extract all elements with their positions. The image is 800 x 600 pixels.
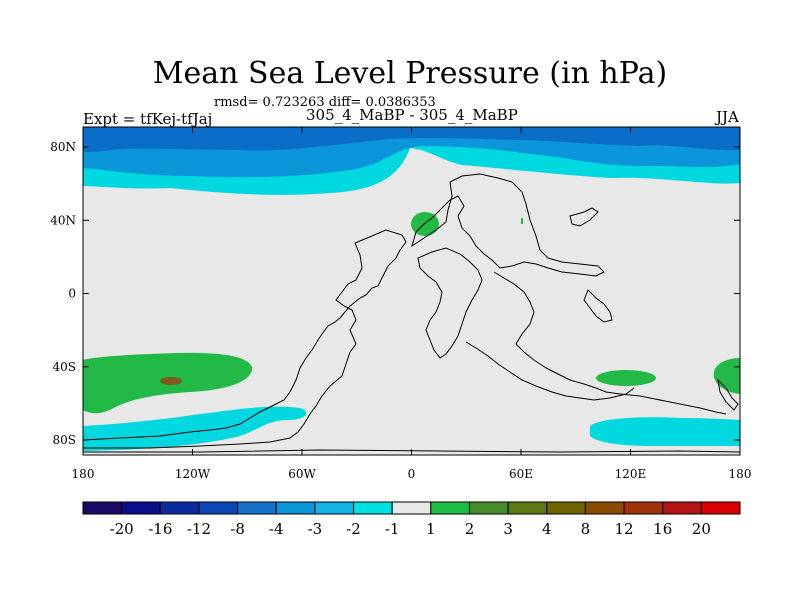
antarctic-cyan-east — [590, 417, 740, 446]
colorbar-box — [468, 501, 509, 515]
colorbar-label: -16 — [148, 520, 172, 538]
colorbar-box — [546, 501, 586, 515]
colorbar-label: -2 — [346, 520, 361, 538]
colorbar-label: 20 — [692, 520, 711, 538]
coastline-southeast-asia — [493, 271, 727, 415]
colorbar-label: 12 — [615, 520, 634, 538]
colorbar-label: 16 — [653, 520, 672, 538]
lat-label: 40S — [53, 360, 77, 374]
olive-core-south-pacific — [160, 377, 182, 385]
colorbar-label: 4 — [542, 520, 552, 538]
lat-label: 0 — [68, 287, 76, 301]
map-plot-area — [83, 127, 740, 455]
coastline-africa — [417, 247, 483, 359]
longitude-axis: 180 120W 60W 0 60E 120E 180 — [72, 467, 752, 481]
lon-label: 120W — [175, 467, 211, 481]
map-subtitle: 305_4_MaBP - 305_4_MaBP — [306, 106, 518, 124]
colorbar-label: -3 — [308, 520, 323, 538]
green-region-east-edge — [713, 358, 740, 394]
coastline-eurasia — [411, 173, 605, 277]
lon-label: 120E — [615, 467, 647, 481]
coastline-antarctica — [83, 449, 740, 453]
season-label: JJA — [716, 108, 739, 126]
colorbar-label: -8 — [230, 520, 245, 538]
lat-label: 80N — [50, 140, 76, 154]
colorbar-box — [314, 501, 355, 515]
colorbar-box — [662, 501, 702, 515]
colorbar-box — [700, 501, 741, 515]
colorbar-label: -4 — [269, 520, 284, 538]
coastline-islands — [569, 207, 739, 411]
map-title: Mean Sea Level Pressure (in hPa) — [152, 56, 668, 91]
colorbar-box — [159, 501, 200, 515]
coastline-americas-inner — [83, 242, 363, 449]
colorbar-box — [121, 501, 161, 515]
colorbar-box — [237, 501, 277, 515]
colorbar-label: 8 — [581, 520, 591, 538]
colorbar-box — [275, 501, 316, 515]
lon-label: 180 — [729, 467, 752, 481]
colorbar-box — [82, 501, 123, 515]
colorbar-box — [430, 501, 470, 515]
colorbar-labels: -20 -16 -12 -8 -4 -3 -2 -1 1 2 3 4 8 12 16 20 — [110, 520, 711, 538]
coastline-australia — [465, 341, 635, 401]
arctic-dark-blue-region — [83, 127, 740, 152]
colorbar — [82, 501, 741, 515]
colorbar-label: 1 — [426, 520, 436, 538]
colorbar-box — [584, 501, 625, 515]
latitude-axis: 80N 40N 0 40S 80S — [50, 140, 76, 447]
colorbar-label: -20 — [110, 520, 134, 538]
lat-label: 80S — [53, 433, 77, 447]
coastline-americas — [83, 229, 407, 441]
colorbar-label: 2 — [465, 520, 475, 538]
colorbar-box — [353, 501, 393, 515]
colorbar-box — [198, 501, 239, 515]
colorbar-box — [507, 501, 548, 515]
colorbar-box — [391, 501, 432, 515]
axis-ticks — [82, 127, 741, 455]
green-region-indian-ocean — [596, 370, 656, 386]
stats-text: rmsd= 0.723263 diff= 0.0386353 — [214, 95, 436, 110]
colorbar-label: -1 — [385, 520, 400, 538]
lon-label: 60W — [288, 467, 316, 481]
experiment-label: Expt = tfKej-tfJaj — [83, 110, 213, 128]
lat-label: 40N — [50, 213, 76, 227]
lon-label: 0 — [408, 467, 416, 481]
lon-label: 180 — [72, 467, 95, 481]
colorbar-label: 3 — [503, 520, 513, 538]
lon-label: 60E — [509, 467, 533, 481]
colorbar-box — [623, 501, 664, 515]
colorbar-label: -12 — [187, 520, 211, 538]
green-dot-asia — [521, 218, 523, 224]
